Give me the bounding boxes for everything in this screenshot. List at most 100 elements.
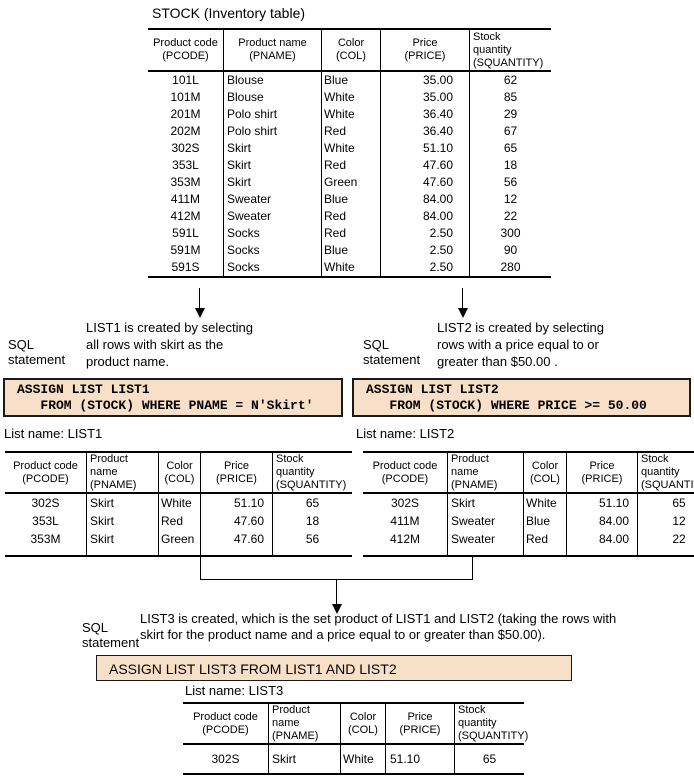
table-cell: 202M [170,124,201,138]
table-cell: 51.10 [385,744,455,774]
table-row: 101L Blouse Blue 35.00 62 [148,71,551,89]
table-cell: 302S [211,752,240,766]
table-cell: 84.00 [566,512,638,530]
table-cell: 411M [170,192,201,206]
table-cell: 36.40 [380,123,470,140]
table-cell: 2.50 [380,259,470,277]
table-cell: White [340,744,386,774]
table-cell: 35.00 [380,71,470,89]
table-row: 353L Skirt Red 47.60 18 [148,157,551,174]
table-cell: Skirt [86,493,159,512]
table-row: 302S Skirt White 51.10 65 [148,140,551,157]
table-cell: 353L [172,158,199,172]
column-header: Color (COL) [158,452,201,494]
table-cell: 47.60 [380,174,470,191]
arrow-down-icon [195,308,205,318]
table-cell: White [321,106,381,123]
column-header: Price (PRICE) [385,703,455,745]
table-cell: 36.40 [380,106,470,123]
table-cell: 302S [171,141,200,155]
table-cell: Skirt [223,140,322,157]
column-header: Price (PRICE) [380,29,470,72]
table-cell: Sweater [447,530,524,556]
list1-name-label: List name: LIST1 [4,426,103,441]
arrow-down-icon [332,604,342,614]
table-row: 591S Socks White 2.50 280 [148,259,551,277]
table-cell: 85 [469,89,551,106]
arrow-down-icon [458,308,468,318]
table-cell: 411M [390,514,420,528]
list2-table: Product code (PCODE) Product name (PNAME) Col… [363,451,694,557]
list2-name-label: List name: LIST2 [356,426,455,441]
header-row: Product code (PCODE) Product name (PNAME) Col… [5,452,352,494]
table-cell: 22 [469,208,551,225]
list1-description: LIST1 is created by selecting all rows wi… [86,320,253,369]
table-cell: 84.00 [380,191,470,208]
stock-table: Product code (PCODE) Product name (PNAME) Co… [148,28,551,278]
table-cell: 65 [469,140,551,157]
table-cell: 201M [170,107,201,121]
header-row: Product code (PCODE) Product name (PNAME) Co… [148,29,551,72]
table-cell: Green [321,174,381,191]
merge-arrow-line [336,579,337,605]
table-row: 353M Skirt Green 47.60 56 [5,530,352,556]
table-cell: Red [321,208,381,225]
table-cell: Skirt [223,157,322,174]
table-cell: 18 [469,157,551,174]
table-cell: 302S [31,496,60,510]
sql-statement-label: SQL statement [82,620,140,650]
sql-statement-label: SQL statement [8,337,66,367]
table-cell: White [321,140,381,157]
sql-box-list3: ASSIGN LIST LIST3 FROM LIST1 AND LIST2 [96,655,572,681]
table-cell: Socks [223,242,322,259]
table-cell: 51.10 [380,140,470,157]
table-cell: 412M [389,532,421,546]
column-header: Product name (PNAME) [223,29,322,72]
table-cell: Polo shirt [223,106,322,123]
table-row: 591M Socks Blue 2.50 90 [148,242,551,259]
table-row: 302S Skirt White 51.10 65 [183,744,524,774]
column-header: Product code (PCODE) [5,452,87,494]
sql-statement-label: SQL statement [363,337,421,367]
table-cell: 353L [32,514,59,528]
bracket-left-line [200,557,201,580]
table-cell: 56 [272,530,352,556]
list1-table: Product code (PCODE) Product name (PNAME) Col… [5,451,352,557]
table-cell: Red [321,225,381,242]
arrow-line-left [199,288,200,309]
table-cell: 412M [170,209,201,223]
table-row: 201M Polo shirt White 36.40 29 [148,106,551,123]
table-cell: Sweater [223,208,322,225]
table-cell: Sweater [447,512,524,530]
table-cell: Blouse [223,89,322,106]
table-cell: 2.50 [380,225,470,242]
list3-description: LIST3 is created, which is the set produ… [140,611,617,642]
sql-box-list1: ASSIGN LIST LIST1 FROM (STOCK) WHERE PNA… [3,378,343,417]
table-cell: Polo shirt [223,123,322,140]
table-cell: 47.60 [200,530,273,556]
table-cell: Skirt [86,530,159,556]
table-cell: 65 [454,744,524,774]
table-cell: White [158,493,201,512]
table-row: 202M Polo shirt Red 36.40 67 [148,123,551,140]
table-cell: Sweater [223,191,322,208]
table-row: 302S Skirt White 51.10 65 [363,493,694,512]
table-cell: 22 [637,530,694,556]
table-cell: Socks [223,225,322,242]
column-header: Color (COL) [340,703,386,745]
table-cell: Red [523,530,567,556]
table-cell: 65 [272,493,352,512]
table-cell: 56 [469,174,551,191]
table-cell: Blue [321,71,381,89]
table-cell: Blue [321,191,381,208]
table-cell: Green [158,530,201,556]
table-row: 411M Sweater Blue 84.00 12 [363,512,694,530]
table-cell: Red [321,157,381,174]
table-cell: Blouse [223,71,322,89]
table-cell: 47.60 [200,512,273,530]
table-row: 353L Skirt Red 47.60 18 [5,512,352,530]
table-cell: 51.10 [200,493,273,512]
table-cell: 302S [390,496,420,510]
